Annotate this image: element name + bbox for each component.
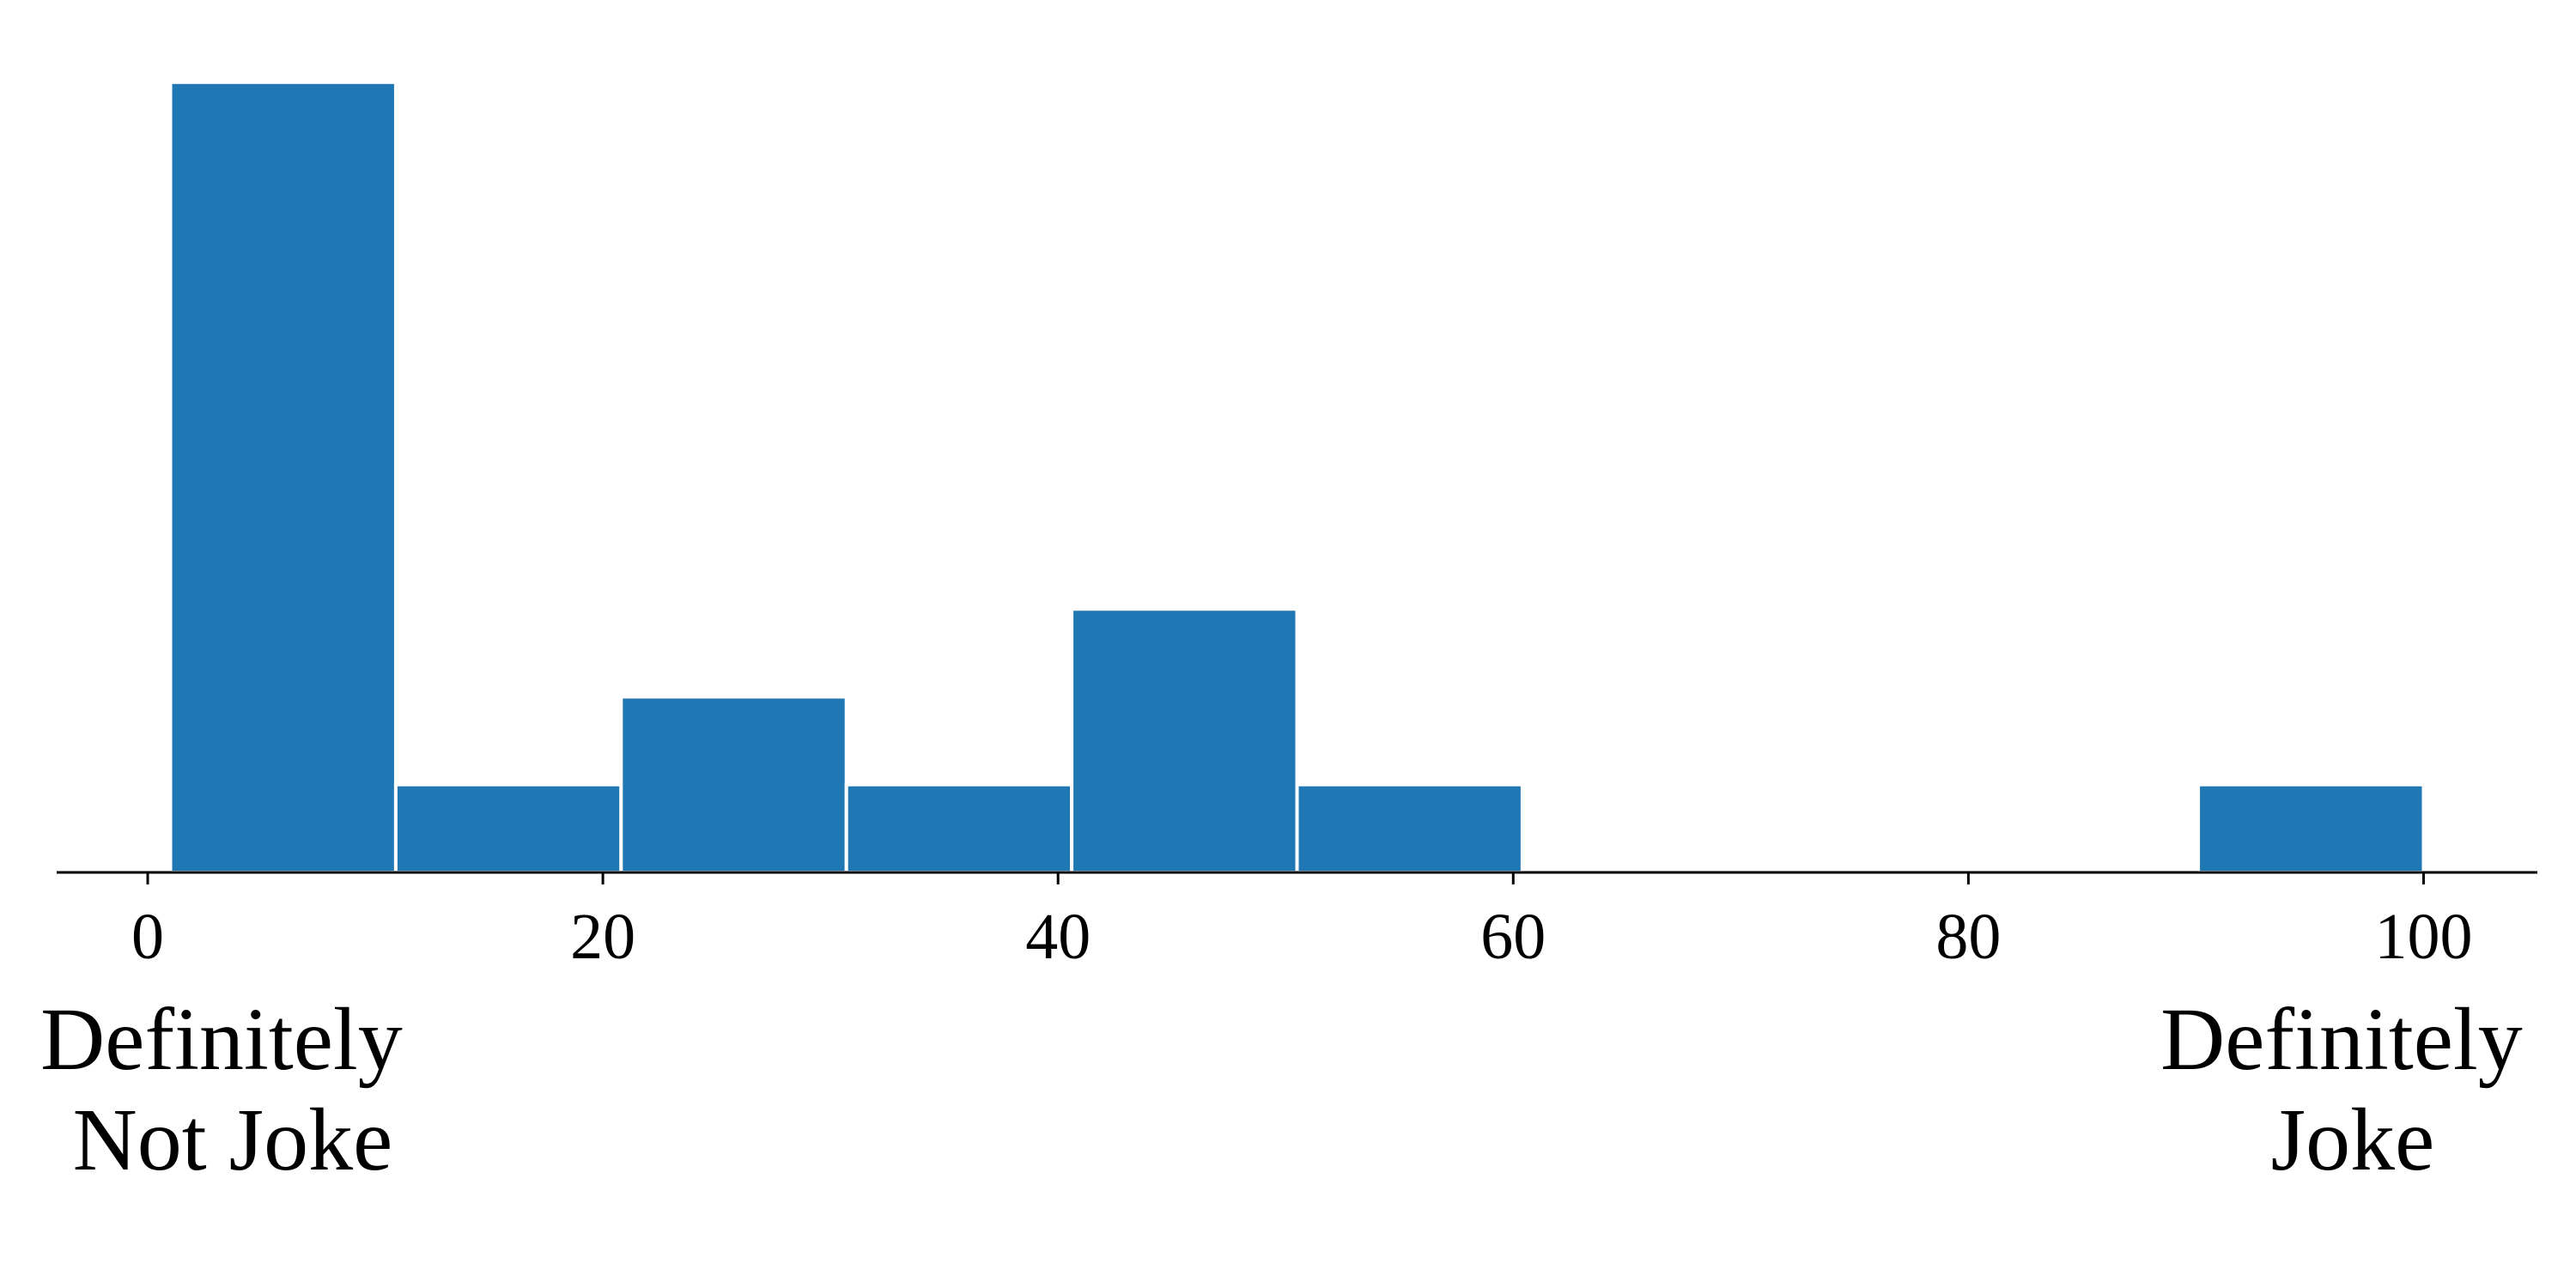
x-tick-label-1: 20 [570,901,635,973]
histogram-bar-9 [2196,782,2426,875]
x-tick-label-4: 80 [1935,901,2001,973]
left-end-label: Definitely Not Joke [40,990,425,1189]
histogram-bar-1 [393,782,623,875]
x-tick-label-5: 100 [2374,901,2472,973]
left-end-label-line-1: Definitely [40,990,403,1089]
right-end-label-line-2: Joke [2271,1091,2435,1189]
histogram-bar-2 [619,695,848,874]
x-ticks-layer: 0 20 40 60 80 100 [131,872,2472,973]
left-end-label-line-2: Not Joke [73,1091,393,1189]
right-end-label: Definitely Joke [2160,990,2545,1189]
end-labels-layer: Definitely Not Joke Definitely Joke [40,990,2545,1189]
histogram-bar-0 [168,80,398,875]
bars-layer [168,80,2426,875]
right-end-label-line-1: Definitely [2160,990,2523,1089]
histogram-bar-4 [1070,607,1299,874]
x-tick-label-0: 0 [131,901,164,973]
x-tick-label-3: 60 [1480,901,1546,973]
histogram-bar-5 [1295,782,1524,875]
x-tick-label-2: 40 [1025,901,1091,973]
histogram-bar-3 [844,782,1074,875]
